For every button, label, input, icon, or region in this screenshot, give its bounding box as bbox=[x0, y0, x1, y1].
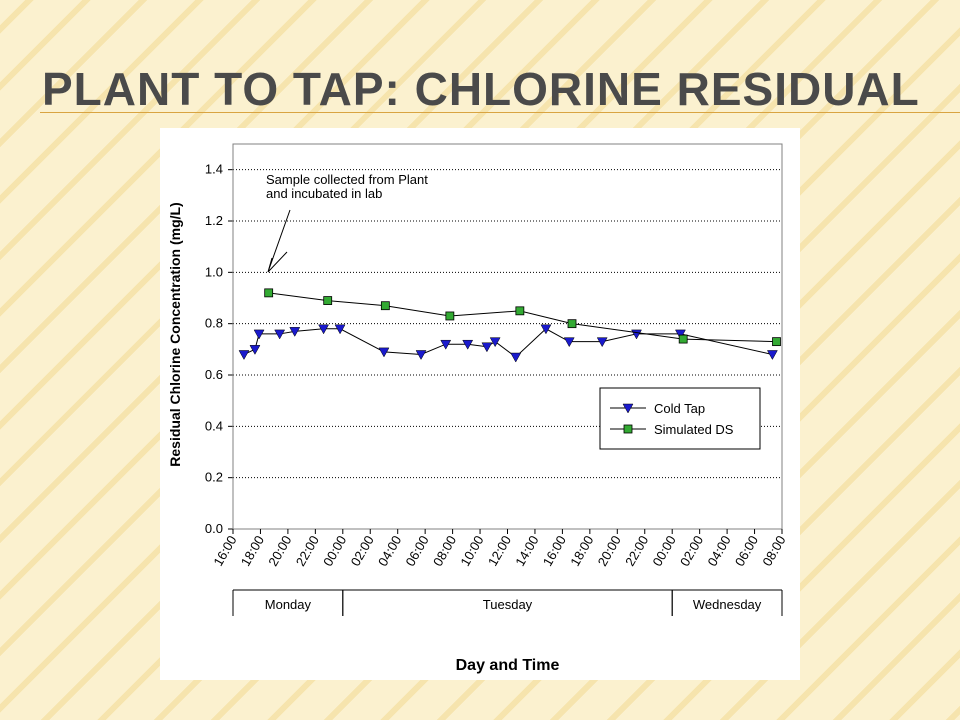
point bbox=[481, 342, 493, 353]
y-tick-label: 0.6 bbox=[205, 367, 223, 382]
y-tick-label: 0.0 bbox=[205, 521, 223, 536]
point bbox=[675, 329, 686, 340]
point bbox=[238, 350, 250, 360]
point bbox=[253, 329, 265, 340]
day-label: Wednesday bbox=[693, 597, 762, 612]
point bbox=[678, 334, 688, 344]
point bbox=[415, 350, 427, 360]
y-tick-label: 0.2 bbox=[205, 470, 223, 485]
point bbox=[289, 327, 301, 337]
point bbox=[378, 347, 390, 358]
legend-marker bbox=[622, 403, 634, 414]
legend-box bbox=[599, 387, 761, 450]
day-label: Tuesday bbox=[483, 597, 533, 612]
point bbox=[510, 352, 522, 363]
annotation: and incubated in lab bbox=[266, 186, 382, 201]
point bbox=[563, 337, 575, 348]
point bbox=[766, 350, 778, 360]
y-axis-title: Residual Chlorine Concentration (mg/L) bbox=[167, 202, 183, 466]
point bbox=[445, 311, 455, 321]
point bbox=[772, 337, 781, 347]
point bbox=[515, 306, 525, 316]
point bbox=[274, 329, 286, 340]
y-tick-label: 1.2 bbox=[205, 213, 223, 228]
point bbox=[380, 301, 390, 311]
slide-title: PLANT TO TAP: CHLORINE RESIDUAL bbox=[42, 63, 920, 115]
y-tick-label: 0.8 bbox=[205, 316, 223, 331]
point bbox=[462, 339, 474, 350]
series-line bbox=[268, 292, 777, 343]
legend-label: Simulated DS bbox=[654, 422, 734, 437]
y-tick-label: 0.4 bbox=[205, 418, 223, 433]
point bbox=[323, 296, 333, 305]
point bbox=[567, 319, 577, 329]
point bbox=[318, 324, 330, 335]
point bbox=[334, 324, 346, 335]
point bbox=[540, 324, 552, 335]
y-tick-label: 1.4 bbox=[205, 162, 223, 177]
annotation: Sample collected from Plant bbox=[266, 172, 428, 187]
point bbox=[596, 337, 608, 348]
point bbox=[440, 339, 452, 350]
point bbox=[264, 288, 274, 298]
day-label: Monday bbox=[265, 597, 312, 612]
x-axis-title: Day and Time bbox=[456, 657, 560, 674]
title-rule bbox=[40, 112, 960, 113]
point bbox=[489, 337, 501, 348]
legend-marker bbox=[623, 424, 633, 434]
annotation-arrow bbox=[267, 209, 291, 273]
point bbox=[249, 345, 261, 355]
y-tick-label: 1.0 bbox=[205, 264, 223, 279]
legend-label: Cold Tap bbox=[654, 401, 705, 416]
